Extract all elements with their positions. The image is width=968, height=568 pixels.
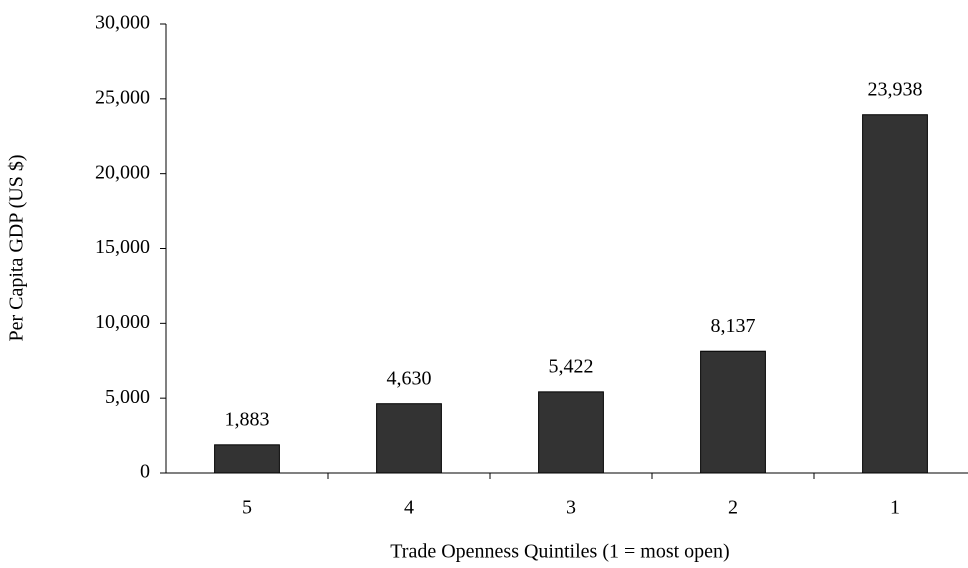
data-label: 4,630	[387, 367, 432, 389]
x-tick-label: 5	[242, 497, 252, 519]
x-tick-label: 3	[566, 497, 576, 519]
bar	[214, 444, 280, 474]
bar	[538, 391, 604, 474]
bar	[862, 114, 928, 474]
x-tick-label: 4	[404, 497, 414, 519]
bar	[700, 350, 766, 474]
y-axis-label: Per Capita GDP (US $)	[6, 154, 28, 341]
y-tick-label: 15,000	[95, 236, 150, 258]
data-label: 5,422	[549, 355, 594, 377]
data-label: 1,883	[225, 408, 270, 430]
y-tick-label: 5,000	[105, 386, 150, 408]
data-label: 8,137	[711, 315, 756, 337]
y-tick-label: 10,000	[95, 311, 150, 333]
bar	[376, 403, 442, 474]
y-tick-label: 0	[140, 461, 150, 483]
x-axis-label: Trade Openness Quintiles (1 = most open)	[390, 541, 729, 563]
x-tick-label: 1	[890, 497, 900, 519]
x-tick-label: 2	[728, 497, 738, 519]
y-tick-label: 20,000	[95, 161, 150, 183]
data-label: 23,938	[868, 78, 923, 100]
y-tick-label: 30,000	[95, 12, 150, 34]
y-tick-label: 25,000	[95, 86, 150, 108]
